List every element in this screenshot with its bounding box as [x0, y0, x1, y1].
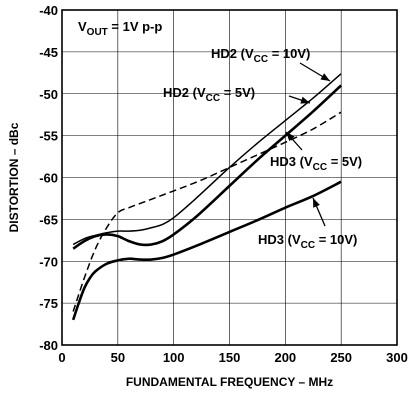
y-tick-label: -60	[39, 171, 58, 186]
label-hd3-vcc5v-arrow	[285, 131, 303, 151]
y-tick-label: -80	[39, 338, 58, 353]
x-tick-label: 0	[58, 350, 65, 365]
annotations: VOUT = 1V p-p HD2 (VCC = 10V) HD2 (VCC = 5…	[78, 19, 362, 251]
y-tick-label: -40	[39, 3, 58, 18]
y-tick-label: -70	[39, 254, 58, 269]
x-tick-labels: 0 50 100 150 200 250 300	[58, 350, 407, 365]
y-tick-label: -65	[39, 212, 58, 227]
label-hd3-vcc10v-arrow	[312, 197, 326, 227]
vout-note: VOUT = 1V p-p	[78, 19, 162, 38]
label-hd2-vcc5v: HD2 (VCC = 5V)	[163, 85, 255, 104]
x-tick-label: 150	[219, 350, 241, 365]
label-hd2-vcc10v-arrow	[299, 62, 331, 82]
x-tick-label: 250	[330, 350, 352, 365]
grid	[62, 10, 397, 345]
label-hd2-vcc5v-arrow	[288, 95, 311, 104]
label-hd3-vcc10v: HD3 (VCC = 10V)	[258, 232, 357, 251]
x-tick-label: 200	[274, 350, 296, 365]
hd2-vcc5v-line	[72, 84, 343, 250]
x-axis-label: FUNDAMENTAL FREQUENCY – MHz	[126, 375, 333, 389]
hd3-vcc5v-line	[72, 111, 342, 312]
label-hd2-vcc10v: HD2 (VCC = 10V)	[211, 46, 310, 65]
x-tick-label: 50	[111, 350, 125, 365]
y-tick-label: -45	[39, 45, 58, 60]
y-axis-label: DISTORTION – dBc	[7, 122, 21, 232]
label-hd3-vcc5v: HD3 (VCC = 5V)	[270, 154, 362, 173]
x-tick-label: 300	[386, 350, 408, 365]
series-layer	[71, 73, 343, 321]
y-tick-label: -75	[39, 296, 58, 311]
y-tick-label: -55	[39, 129, 58, 144]
hd3-vcc10v-line	[71, 180, 342, 321]
y-tick-label: -50	[39, 87, 58, 102]
plot-frame	[61, 9, 398, 346]
y-tick-labels: -80 -75 -70 -65 -60 -55 -50 -45 -40	[39, 3, 58, 353]
x-tick-label: 100	[163, 350, 185, 365]
